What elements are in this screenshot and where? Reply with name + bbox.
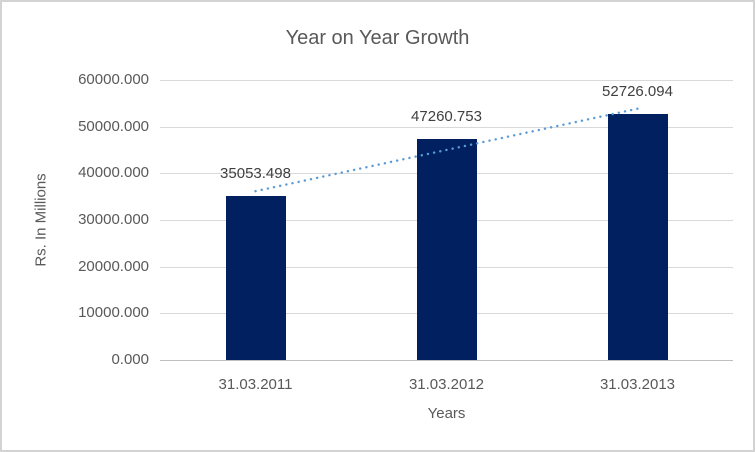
plot-area: [160, 80, 733, 361]
trendline-path: [254, 107, 639, 193]
y-tick-label: 40000.000: [78, 164, 149, 182]
x-tick-label: 31.03.2011: [218, 376, 293, 393]
trendline: [254, 107, 639, 193]
bar-31.03.2011: [225, 196, 286, 360]
data-label: 47260.753: [411, 108, 482, 126]
bar-31.03.2013: [607, 113, 668, 360]
y-tick-label: 10000.000: [78, 304, 149, 322]
gridline: [160, 126, 733, 128]
x-axis-line: [160, 360, 733, 361]
x-tick-label: 31.03.2012: [408, 376, 485, 393]
x-tick-label: 31.03.2013: [599, 376, 676, 393]
data-label: 52726.094: [602, 82, 673, 100]
gridline: [160, 80, 733, 81]
y-tick-label: 30000.000: [78, 211, 149, 228]
y-tick-label: 60000.000: [78, 71, 149, 88]
chart-title: Year on Year Growth: [285, 27, 470, 49]
y-tick-label: 0.000: [111, 351, 149, 368]
y-tick-label: 50000.000: [78, 117, 149, 135]
y-tick-label: 20000.000: [78, 257, 149, 275]
data-label: 35053.498: [220, 165, 291, 183]
x-axis-title: Years: [427, 405, 466, 422]
bar-31.03.2012: [416, 139, 477, 360]
